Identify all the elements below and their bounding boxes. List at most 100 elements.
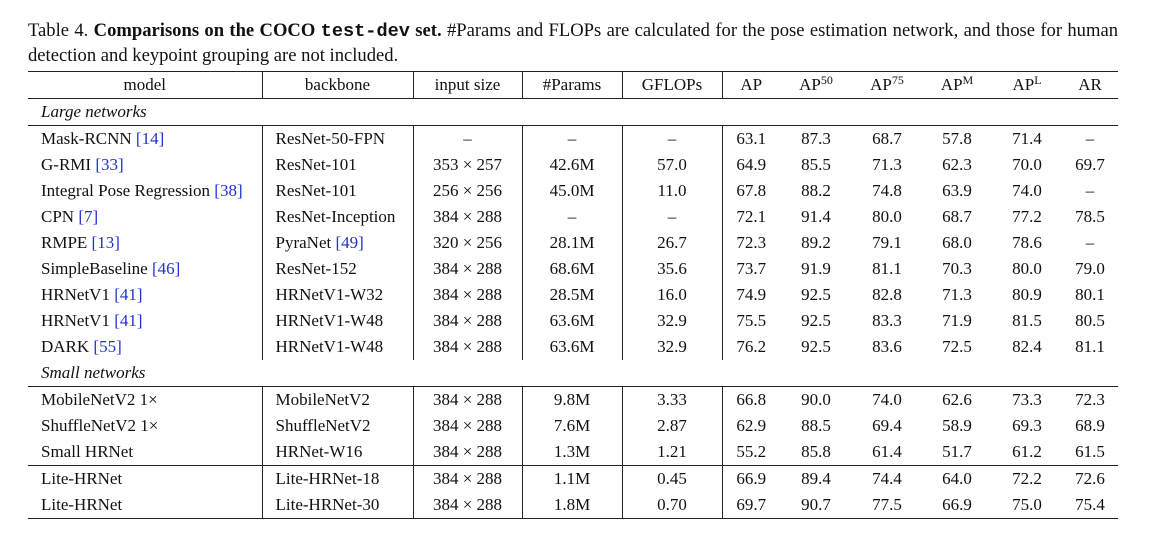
- header-cell: AP75: [852, 71, 922, 99]
- model-cell: Lite-HRNet: [28, 492, 263, 519]
- header-sup: M: [962, 73, 974, 87]
- value-cell: 69.7: [722, 492, 780, 519]
- value-cell: 75.5: [736, 311, 767, 330]
- value-cell: –: [1085, 233, 1095, 252]
- value-cell: 63.6M: [522, 308, 623, 334]
- value-cell: 83.6: [872, 337, 902, 356]
- value-cell: 71.9: [942, 311, 972, 330]
- backbone-cell: ResNet-Inception: [262, 204, 414, 230]
- value-cell: 384 × 288: [413, 439, 523, 466]
- model-name: MobileNetV2 1×: [41, 390, 158, 409]
- value-cell: 61.2: [1012, 442, 1042, 461]
- value-cell: 64.0: [922, 465, 992, 492]
- header-text: AP: [940, 75, 963, 94]
- value-cell: 256 × 256: [413, 178, 523, 204]
- value-cell: 32.9: [622, 308, 723, 334]
- header-text: AP: [799, 75, 821, 94]
- citation: [49]: [335, 233, 364, 252]
- data-row: ShuffleNetV2 1× ShuffleNetV2 384 × 288 7.6M…: [28, 413, 1118, 439]
- header-sup: 75: [891, 73, 904, 87]
- value-cell: 35.6: [622, 256, 723, 282]
- model-name: RMPE: [41, 233, 88, 252]
- value-cell: 62.3: [942, 155, 972, 174]
- data-row: HRNetV1 [41] HRNetV1-W32 384 × 288 28.5M 16.…: [28, 282, 1118, 308]
- backbone-name: HRNetV1-W48: [275, 311, 384, 330]
- value-cell: 89.2: [801, 233, 831, 252]
- table-body: model backbone input size #Params GFLOPs AP AP…: [28, 71, 1118, 519]
- backbone-name: ResNet-101: [275, 155, 357, 174]
- model-cell: Lite-HRNet: [28, 465, 263, 492]
- value-cell: 1.3M: [522, 439, 623, 466]
- model-name: Lite-HRNet: [41, 469, 123, 488]
- model-cell: Mask-RCNN [14]: [28, 125, 263, 152]
- value-cell: 89.4: [780, 465, 852, 492]
- value-cell: 71.3: [942, 285, 972, 304]
- header-text: AP: [870, 75, 892, 94]
- value-cell: 85.8: [801, 442, 831, 461]
- data-row: SimpleBaseline [46] ResNet-152 384 × 288 68…: [28, 256, 1118, 282]
- value-cell: 32.9: [622, 334, 723, 360]
- header-sup: L: [1034, 73, 1042, 87]
- value-cell: 353 × 257: [413, 152, 523, 178]
- value-cell: 61.5: [1075, 442, 1105, 461]
- value-cell: 1.8M: [522, 492, 623, 519]
- backbone-cell: Lite-HRNet-18: [262, 465, 414, 492]
- value-cell: 28.5M: [522, 282, 623, 308]
- value-cell: –: [413, 125, 523, 152]
- backbone-name: HRNet-W16: [275, 442, 363, 461]
- value-cell: 80.0: [872, 207, 902, 226]
- value-cell: 92.5: [801, 337, 831, 356]
- value-cell: 72.3: [736, 233, 767, 252]
- data-row: Lite-HRNet Lite-HRNet-30 384 × 288 1.8M 0.70…: [28, 492, 1118, 519]
- value-cell: 90.7: [780, 492, 852, 519]
- value-cell: 45.0M: [522, 178, 623, 204]
- value-cell: 74.9: [736, 285, 767, 304]
- value-cell: 92.5: [801, 311, 831, 330]
- value-cell: 7.6M: [522, 413, 623, 439]
- value-cell: 0.70: [622, 492, 723, 519]
- model-name: CPN: [41, 207, 75, 226]
- value-cell: –: [622, 204, 723, 230]
- value-cell: 75.0: [992, 492, 1062, 519]
- header-cell: APL: [992, 71, 1062, 99]
- value-cell: 1.21: [622, 439, 723, 466]
- section-row: Small networks: [28, 360, 1118, 387]
- value-cell: 90.0: [801, 390, 831, 409]
- value-cell: 384 × 288: [413, 413, 523, 439]
- value-cell: 80.5: [1075, 311, 1105, 330]
- value-cell: 76.2: [736, 337, 767, 356]
- value-cell: 78.6: [1012, 233, 1042, 252]
- citation: [41]: [114, 311, 143, 330]
- value-cell: 3.33: [622, 386, 723, 413]
- citation: [46]: [151, 259, 181, 278]
- data-row: G-RMI [33] ResNet-101 353 × 257 42.6M 57.0 64…: [28, 152, 1118, 178]
- model-cell: Integral Pose Regression [38]: [28, 178, 263, 204]
- model-cell: HRNetV1 [41]: [28, 308, 263, 334]
- value-cell: 63.1: [736, 129, 767, 148]
- value-cell: 79.0: [1075, 259, 1105, 278]
- value-cell: 77.5: [852, 492, 922, 519]
- value-cell: 70.3: [942, 259, 972, 278]
- value-cell: 68.7: [872, 129, 902, 148]
- value-cell: 28.1M: [522, 230, 623, 256]
- data-row: Small HRNet HRNet-W16 384 × 288 1.3M 1.21 55.…: [28, 439, 1118, 466]
- value-cell: 79.1: [872, 233, 902, 252]
- value-cell: 73.3: [1012, 390, 1042, 409]
- backbone-name: ResNet-101: [275, 181, 357, 200]
- model-cell: MobileNetV2 1×: [28, 386, 263, 413]
- value-cell: 72.2: [992, 465, 1062, 492]
- value-cell: 83.3: [872, 311, 902, 330]
- value-cell: 55.2: [736, 442, 767, 461]
- value-cell: 88.2: [801, 181, 831, 200]
- value-cell: 85.5: [801, 155, 831, 174]
- model-name: SimpleBaseline: [41, 259, 148, 278]
- value-cell: 74.0: [872, 390, 902, 409]
- model-cell: G-RMI [33]: [28, 152, 263, 178]
- data-row: DARK [55] HRNetV1-W48 384 × 288 63.6M 32.9 76…: [28, 334, 1118, 360]
- backbone-name: ResNet-50-FPN: [275, 129, 386, 148]
- value-cell: –: [522, 204, 623, 230]
- value-cell: 384 × 288: [413, 256, 523, 282]
- model-name: G-RMI: [41, 155, 92, 174]
- data-row: MobileNetV2 1× MobileNetV2 384 × 288 9.8M 3.…: [28, 386, 1118, 413]
